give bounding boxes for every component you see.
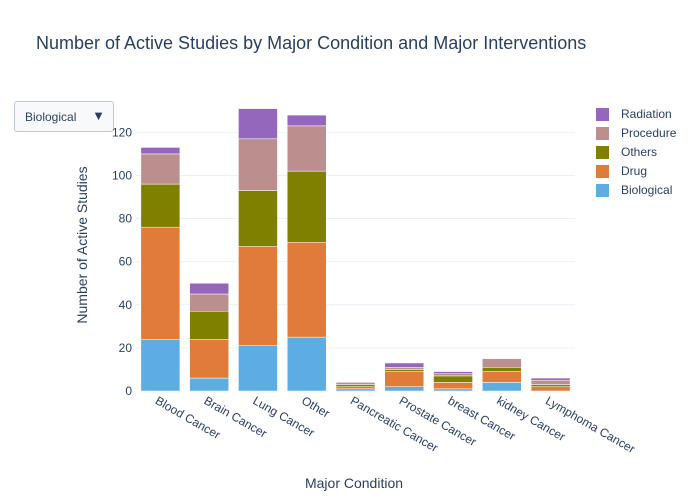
bar-others-kidney-cancer[interactable] (482, 367, 522, 372)
bar-biological-brain-cancer[interactable] (189, 377, 229, 392)
legend-swatch (596, 165, 609, 178)
bar-drug-breast-cancer[interactable] (433, 382, 473, 390)
bar-procedure-kidney-cancer[interactable] (482, 358, 522, 368)
bar-drug-kidney-cancer[interactable] (482, 371, 522, 383)
legend-label: Drug (621, 164, 648, 178)
bar-procedure-pancreatic-cancer[interactable] (335, 382, 376, 385)
bar-others-lung-cancer[interactable] (238, 190, 278, 247)
bar-procedure-brain-cancer[interactable] (189, 293, 229, 312)
bar-radiation-other[interactable] (286, 114, 327, 127)
bar-others-other[interactable] (286, 170, 327, 243)
gridlines (136, 131, 575, 349)
bar-others-lymphoma-cancer[interactable] (530, 384, 571, 387)
bar-radiation-lymphoma-cancer[interactable] (530, 377, 571, 381)
bar-drug-brain-cancer[interactable] (189, 339, 229, 379)
bar-biological-prostate-cancer[interactable] (384, 386, 425, 392)
bar-others-pancreatic-cancer[interactable] (335, 384, 376, 387)
y-tick-label: 80 (119, 212, 133, 226)
legend-swatch (596, 146, 609, 159)
y-tick-label: 20 (119, 341, 133, 355)
bar-procedure-lung-cancer[interactable] (238, 138, 278, 191)
legend-swatch (596, 108, 609, 121)
bar-procedure-other[interactable] (286, 125, 327, 172)
bar-radiation-blood-cancer[interactable] (140, 147, 181, 155)
bar-others-blood-cancer[interactable] (140, 183, 181, 228)
bar-procedure-blood-cancer[interactable] (140, 153, 181, 185)
legend-swatch (596, 127, 609, 140)
legend-label: Others (621, 145, 658, 159)
bar-biological-pancreatic-cancer[interactable] (335, 388, 376, 392)
y-tick-label: 120 (112, 125, 132, 139)
chart-title: Number of Active Studies by Major Condit… (36, 33, 587, 53)
bar-biological-other[interactable] (286, 336, 327, 392)
y-axis-title: Number of Active Studies (74, 166, 90, 323)
legend-swatch (596, 184, 609, 197)
x-tick-label: Pancreatic Cancer (348, 393, 440, 454)
bar-others-brain-cancer[interactable] (189, 310, 229, 340)
bar-procedure-lymphoma-cancer[interactable] (530, 379, 571, 385)
bar-others-breast-cancer[interactable] (433, 375, 473, 383)
bar-biological-blood-cancer[interactable] (140, 339, 181, 392)
bar-drug-lymphoma-cancer[interactable] (530, 386, 571, 392)
bar-radiation-breast-cancer[interactable] (433, 371, 473, 375)
bar-drug-lung-cancer[interactable] (238, 246, 278, 346)
legend-label: Radiation (621, 107, 672, 121)
bar-radiation-lung-cancer[interactable] (238, 108, 278, 140)
y-tick-labels: 0 20 40 60 80 100 120 (112, 125, 132, 398)
bar-radiation-prostate-cancer[interactable] (384, 362, 425, 368)
y-tick-label: 60 (119, 255, 133, 269)
bar-procedure-prostate-cancer[interactable] (384, 367, 425, 370)
y-tick-label: 100 (112, 168, 132, 182)
bar-biological-lung-cancer[interactable] (238, 345, 278, 392)
legend-label: Procedure (621, 126, 677, 140)
intervention-dropdown[interactable]: Biological ▼ (14, 101, 114, 132)
bar-others-prostate-cancer[interactable] (384, 369, 425, 372)
bar-radiation-brain-cancer[interactable] (189, 282, 229, 295)
y-tick-label: 0 (125, 384, 132, 398)
triangle-down-icon: ▼ (92, 108, 105, 123)
bar-drug-blood-cancer[interactable] (140, 226, 181, 340)
legend-label: Biological (621, 183, 673, 197)
bar-drug-other[interactable] (286, 242, 327, 338)
bar-drug-pancreatic-cancer[interactable] (335, 386, 376, 390)
bar-biological-kidney-cancer[interactable] (482, 382, 522, 392)
bar-procedure-breast-cancer[interactable] (433, 373, 473, 377)
bar-drug-prostate-cancer[interactable] (384, 371, 425, 387)
x-axis-title: Major Condition (305, 475, 403, 491)
bar-biological-breast-cancer[interactable] (433, 388, 473, 392)
bars (140, 108, 571, 392)
dropdown-selected-value: Biological (25, 110, 77, 124)
x-tick-label: Other (299, 393, 332, 420)
y-tick-label: 40 (119, 298, 133, 312)
